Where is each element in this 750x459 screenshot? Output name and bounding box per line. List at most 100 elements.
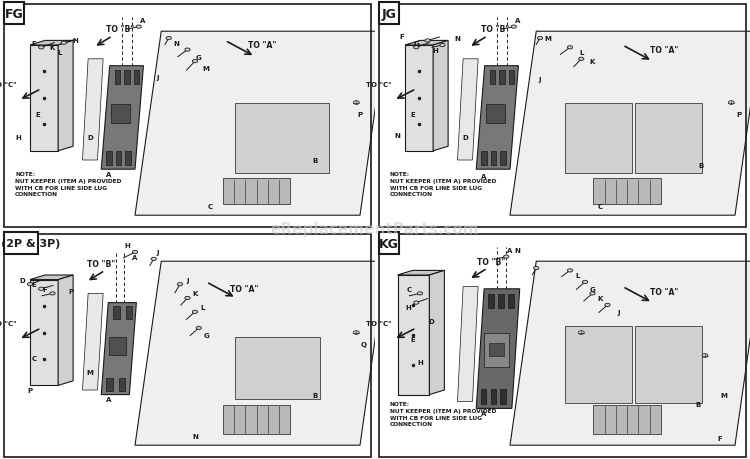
Bar	[223, 179, 290, 205]
Circle shape	[424, 40, 430, 43]
Bar	[490, 71, 495, 85]
Circle shape	[504, 255, 509, 259]
Text: P: P	[736, 112, 741, 118]
Text: D: D	[462, 134, 468, 141]
Bar	[481, 389, 486, 404]
Text: TO "B": TO "B"	[87, 259, 116, 269]
Bar	[125, 151, 130, 166]
Bar	[486, 105, 505, 123]
Circle shape	[136, 26, 141, 29]
Text: B: B	[694, 401, 700, 407]
Text: F: F	[399, 34, 404, 40]
Text: A: A	[481, 410, 487, 416]
Circle shape	[590, 292, 596, 296]
Text: J: J	[538, 77, 542, 84]
Polygon shape	[510, 32, 750, 216]
Text: Q: Q	[361, 341, 367, 347]
Text: B: B	[699, 162, 703, 168]
Polygon shape	[476, 67, 518, 170]
Bar	[106, 378, 112, 391]
Circle shape	[578, 331, 584, 335]
Bar	[106, 151, 112, 166]
Polygon shape	[135, 32, 386, 216]
Text: N: N	[173, 40, 179, 47]
Text: A: A	[507, 247, 513, 253]
Circle shape	[728, 101, 734, 105]
Circle shape	[414, 46, 419, 50]
Circle shape	[604, 304, 610, 307]
Circle shape	[353, 101, 359, 105]
Text: N: N	[454, 36, 460, 42]
Circle shape	[27, 283, 33, 286]
Circle shape	[353, 331, 359, 335]
Circle shape	[512, 26, 516, 29]
Text: C: C	[406, 286, 411, 292]
Text: G: G	[196, 54, 202, 61]
Circle shape	[132, 251, 138, 254]
Text: F: F	[43, 286, 47, 292]
Circle shape	[537, 37, 542, 40]
Text: E: E	[410, 336, 415, 343]
Circle shape	[702, 354, 708, 358]
Bar	[500, 71, 505, 85]
Bar	[235, 104, 329, 174]
Bar	[500, 151, 506, 166]
Text: TO "C": TO "C"	[0, 82, 16, 88]
Text: TO "B": TO "B"	[477, 257, 506, 266]
Bar	[235, 337, 320, 399]
Text: A: A	[132, 254, 138, 260]
Text: P: P	[358, 112, 362, 118]
Text: L: L	[58, 50, 62, 56]
Text: J: J	[617, 309, 620, 315]
Text: TO "A": TO "A"	[248, 41, 277, 50]
Text: TO "A": TO "A"	[650, 46, 678, 55]
Bar	[126, 307, 132, 319]
Bar	[223, 405, 290, 434]
Polygon shape	[30, 41, 74, 46]
Text: TO "C": TO "C"	[366, 82, 392, 88]
Circle shape	[39, 287, 44, 291]
Polygon shape	[429, 271, 444, 395]
Text: TO "B": TO "B"	[481, 25, 509, 34]
Circle shape	[166, 37, 171, 40]
Bar	[134, 71, 139, 85]
Polygon shape	[458, 287, 478, 402]
Polygon shape	[405, 46, 433, 151]
Circle shape	[184, 297, 190, 300]
Circle shape	[417, 292, 423, 296]
Text: FG: FG	[4, 8, 23, 21]
Bar	[593, 405, 661, 434]
Text: H: H	[406, 304, 412, 311]
Text: H: H	[432, 47, 438, 54]
Text: E: E	[410, 112, 415, 118]
Polygon shape	[510, 262, 750, 445]
Bar	[112, 105, 130, 123]
Text: B: B	[312, 157, 318, 164]
Polygon shape	[30, 280, 58, 386]
Bar	[565, 326, 632, 403]
Polygon shape	[58, 41, 74, 151]
Circle shape	[567, 46, 573, 50]
Text: A: A	[140, 17, 146, 24]
Text: K: K	[597, 295, 603, 302]
Bar	[119, 378, 125, 391]
Bar	[488, 294, 494, 308]
Bar	[4, 233, 38, 255]
Polygon shape	[476, 289, 520, 409]
Text: A: A	[106, 171, 112, 178]
Text: TO "C": TO "C"	[366, 320, 392, 327]
Text: P: P	[69, 288, 74, 295]
Text: eReplacementParts.com: eReplacementParts.com	[271, 222, 479, 237]
Bar	[115, 71, 120, 85]
Text: J: J	[186, 277, 189, 283]
Bar	[634, 326, 702, 403]
Text: L: L	[579, 50, 584, 56]
Text: A: A	[106, 396, 112, 403]
Text: H: H	[72, 38, 78, 45]
Text: L: L	[200, 304, 205, 311]
Text: P: P	[28, 387, 32, 393]
Text: N: N	[394, 132, 400, 139]
Text: N: N	[192, 433, 198, 439]
Text: G: G	[413, 40, 419, 47]
Circle shape	[567, 269, 573, 273]
